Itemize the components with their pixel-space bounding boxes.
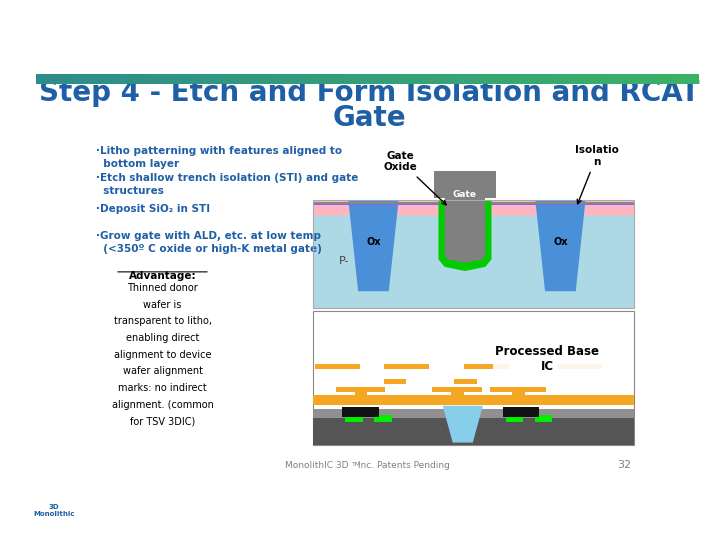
Text: Inc. Patents Pending: Inc. Patents Pending (355, 461, 450, 470)
FancyBboxPatch shape (384, 380, 406, 383)
Polygon shape (535, 200, 585, 291)
Text: wafer alignment: wafer alignment (122, 366, 202, 376)
FancyBboxPatch shape (336, 387, 385, 392)
FancyBboxPatch shape (512, 389, 525, 405)
FancyBboxPatch shape (432, 387, 482, 392)
FancyBboxPatch shape (434, 171, 495, 198)
Text: ·Deposit SiO₂ in STI: ·Deposit SiO₂ in STI (96, 204, 210, 214)
Text: Gate: Gate (332, 104, 406, 132)
Text: marks: no indirect: marks: no indirect (118, 383, 207, 393)
Text: Gate: Gate (453, 190, 477, 199)
Text: 3D
Monolithic: 3D Monolithic (33, 504, 75, 517)
FancyBboxPatch shape (445, 171, 485, 201)
Text: wafer is: wafer is (143, 300, 181, 310)
Polygon shape (438, 200, 492, 271)
Text: for TSV 3DIC): for TSV 3DIC) (130, 416, 195, 426)
FancyBboxPatch shape (313, 200, 634, 215)
Text: Isolatio
n: Isolatio n (575, 145, 618, 204)
Text: alignment to device: alignment to device (114, 349, 211, 360)
FancyBboxPatch shape (313, 418, 634, 445)
FancyBboxPatch shape (346, 415, 363, 422)
FancyBboxPatch shape (313, 202, 634, 204)
FancyBboxPatch shape (354, 389, 367, 405)
Text: Ox: Ox (366, 237, 381, 247)
FancyBboxPatch shape (451, 389, 464, 405)
Polygon shape (445, 200, 485, 263)
FancyBboxPatch shape (313, 312, 634, 446)
Text: Ox: Ox (553, 237, 567, 247)
FancyBboxPatch shape (505, 415, 523, 422)
FancyBboxPatch shape (534, 415, 552, 422)
FancyBboxPatch shape (313, 203, 634, 205)
Text: ·Etch shallow trench isolation (STI) and gate
  structures: ·Etch shallow trench isolation (STI) and… (96, 173, 358, 196)
Text: enabling direct: enabling direct (126, 333, 199, 343)
FancyBboxPatch shape (454, 380, 477, 383)
FancyBboxPatch shape (342, 407, 379, 417)
Text: P-: P- (338, 256, 349, 266)
FancyBboxPatch shape (384, 364, 428, 369)
Text: Advantage:: Advantage: (129, 271, 197, 281)
FancyBboxPatch shape (503, 407, 539, 417)
FancyBboxPatch shape (557, 364, 602, 369)
Text: Thinned donor: Thinned donor (127, 283, 198, 293)
FancyBboxPatch shape (374, 415, 392, 422)
FancyBboxPatch shape (313, 204, 634, 308)
Text: 32: 32 (617, 460, 631, 470)
Text: Step 4 - Etch and Form Isolation and RCAT: Step 4 - Etch and Form Isolation and RCA… (39, 79, 699, 107)
FancyBboxPatch shape (490, 387, 546, 392)
Text: ·Litho patterning with features aligned to
  bottom layer: ·Litho patterning with features aligned … (96, 146, 342, 169)
Text: Processed Base
IC: Processed Base IC (495, 345, 600, 373)
FancyBboxPatch shape (464, 364, 509, 369)
Text: Gate
Oxide: Gate Oxide (384, 151, 446, 205)
Polygon shape (443, 406, 483, 443)
Text: ·Grow gate with ALD, etc. at low temp
  (<350º C oxide or high-K metal gate): ·Grow gate with ALD, etc. at low temp (<… (96, 231, 321, 254)
FancyBboxPatch shape (313, 395, 634, 405)
FancyBboxPatch shape (315, 364, 360, 369)
Text: TM: TM (351, 462, 361, 467)
Text: MonolithIC 3D: MonolithIC 3D (285, 461, 348, 470)
Text: alignment. (common: alignment. (common (112, 400, 213, 409)
Polygon shape (348, 200, 399, 291)
FancyBboxPatch shape (313, 409, 634, 418)
Text: transparent to litho,: transparent to litho, (114, 316, 212, 326)
